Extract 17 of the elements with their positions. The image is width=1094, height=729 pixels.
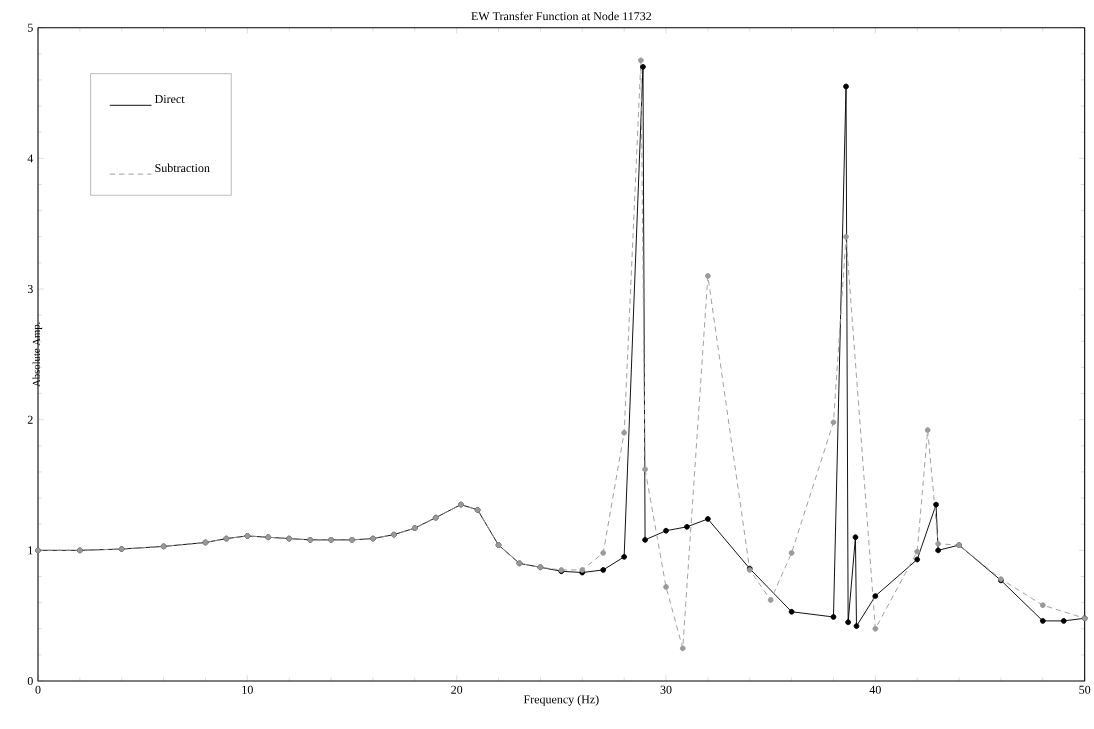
y-tick-label: 3 — [27, 284, 33, 294]
x-tick-label: 0 — [35, 685, 41, 694]
x-tick-label: 30 — [660, 685, 672, 694]
x-axis-title: Frequency (Hz) — [523, 694, 599, 706]
x-tick-label: 20 — [451, 685, 463, 694]
y-tick-label: 2 — [27, 415, 33, 424]
chart-title: EW Transfer Function at Node 11732 — [471, 11, 652, 21]
x-tick-label: 50 — [1079, 685, 1091, 694]
legend-label: Direct — [154, 95, 185, 104]
legend-label: Subtraction — [155, 163, 210, 173]
x-tick-label: 40 — [869, 685, 881, 694]
y-tick-label: 0 — [27, 676, 33, 686]
y-tick-label: 5 — [27, 23, 33, 32]
y-tick-label: 4 — [27, 154, 34, 163]
x-tick-label: 10 — [242, 685, 253, 694]
y-tick-label: 1 — [28, 546, 33, 555]
y-axis-title: Absolute Amp. — [32, 322, 43, 387]
